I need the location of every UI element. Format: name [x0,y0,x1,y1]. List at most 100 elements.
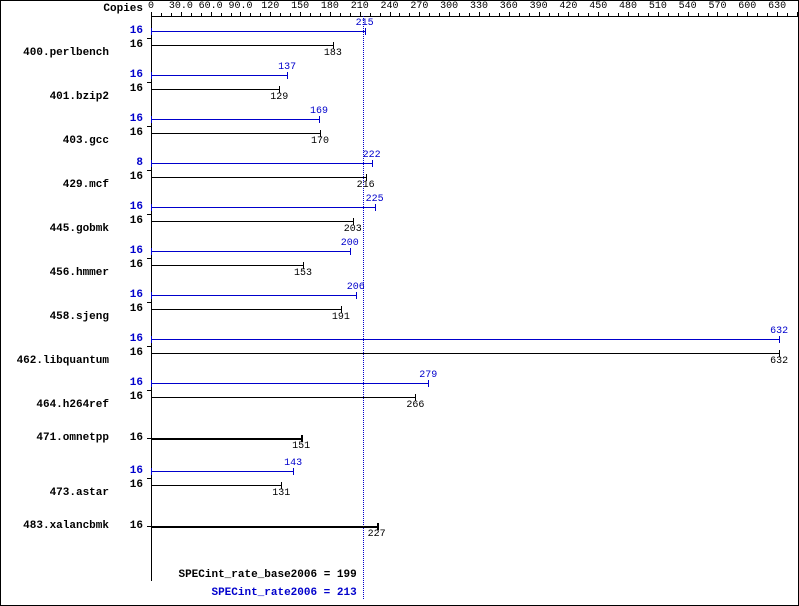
tick-mark [658,12,659,17]
tick-mark-minor [171,13,172,16]
base-bar [151,45,333,46]
copies-value: 16 [130,127,143,139]
benchmark-label: 458.sjeng [50,311,109,323]
group-tick [147,126,151,127]
copies-value: 16 [130,83,143,95]
tick-mark [360,12,361,17]
bar-start-cap [151,262,152,269]
benchmark-label: 445.gobmk [50,223,109,235]
tick-mark-minor [519,13,520,16]
bar-start-cap [151,174,152,181]
group-tick [147,526,151,527]
group-tick [147,38,151,39]
tick-mark [509,12,510,17]
tick-mark [479,12,480,17]
peak-bar [151,207,375,208]
tick-mark-minor [787,13,788,16]
copies-value: 16 [130,303,143,315]
peak-value-label: 169 [310,106,328,117]
base-value-label: 216 [357,180,375,191]
tick-mark-minor [429,13,430,16]
reference-line [363,16,364,599]
copies-value: 16 [130,201,143,213]
tick-mark [181,12,182,17]
bar-start-cap [151,86,152,93]
tick-mark-minor [340,13,341,16]
bar-end-cap [319,116,320,123]
base-bar [151,221,353,222]
tick-mark [300,12,301,17]
peak-bar [151,163,372,164]
peak-value-label: 222 [363,150,381,161]
bar-end-cap [365,28,366,35]
benchmark-label: 403.gcc [63,135,109,147]
tick-label: 420 [559,1,577,12]
peak-value-label: 279 [419,370,437,381]
bar-start-cap [151,380,152,387]
bar-start-cap [151,248,152,255]
copies-value: 16 [130,25,143,37]
copies-value: 16 [130,520,143,532]
bar-start-cap [151,306,152,313]
copies-value: 16 [130,465,143,477]
bar-end-cap [779,336,780,343]
x-axis-line [151,16,797,17]
base-value-label: 227 [368,529,386,540]
tick-mark-minor [499,13,500,16]
copies-value: 16 [130,347,143,359]
bar-start-cap [151,350,152,357]
bar-end-cap [356,292,357,299]
peak-bar [151,251,350,252]
bar-start-cap [151,336,152,343]
base-value-label: 191 [332,312,350,323]
tick-mark-minor [221,13,222,16]
tick-mark [419,12,420,17]
tick-mark [777,12,778,17]
tick-mark-minor [290,13,291,16]
tick-label: 30.0 [169,1,193,12]
tick-mark-minor [191,13,192,16]
tick-label: 270 [410,1,428,12]
benchmark-label: 471.omnetpp [36,432,109,444]
peak-value-label: 137 [278,62,296,73]
tick-mark-minor [608,13,609,16]
bar-start-cap [151,204,152,211]
tick-label: 360 [500,1,518,12]
group-tick [147,438,151,439]
base-bar [151,438,301,440]
bar-end-cap [375,204,376,211]
copies-value: 16 [130,333,143,345]
base-value-label: 266 [406,400,424,411]
tick-mark [449,12,450,17]
spec-rate-chart: Copies030.060.090.0120150180210240270300… [0,0,799,606]
bar-start-cap [151,482,152,489]
copies-value: 16 [130,391,143,403]
tick-mark-minor [668,13,669,16]
base-bar [151,309,341,310]
tick-mark [270,12,271,17]
tick-label: 330 [470,1,488,12]
bar-start-cap [151,435,152,442]
tick-mark-minor [250,13,251,16]
tick-mark-minor [558,13,559,16]
group-tick [147,390,151,391]
tick-mark-minor [708,13,709,16]
tick-label: 540 [679,1,697,12]
tick-mark-minor [320,13,321,16]
base-bar [151,526,377,528]
tick-label: 90.0 [228,1,252,12]
peak-value-label: 632 [770,326,788,337]
bar-start-cap [151,160,152,167]
group-tick [147,170,151,171]
peak-value-label: 206 [347,282,365,293]
bar-start-cap [151,523,152,530]
benchmark-label: 429.mcf [63,179,109,191]
tick-label: 210 [351,1,369,12]
tick-label: 510 [649,1,667,12]
base-bar [151,353,779,354]
bar-start-cap [151,130,152,137]
benchmark-label: 462.libquantum [17,355,109,367]
tick-mark-minor [380,13,381,16]
group-tick [147,214,151,215]
base-value-label: 203 [344,224,362,235]
